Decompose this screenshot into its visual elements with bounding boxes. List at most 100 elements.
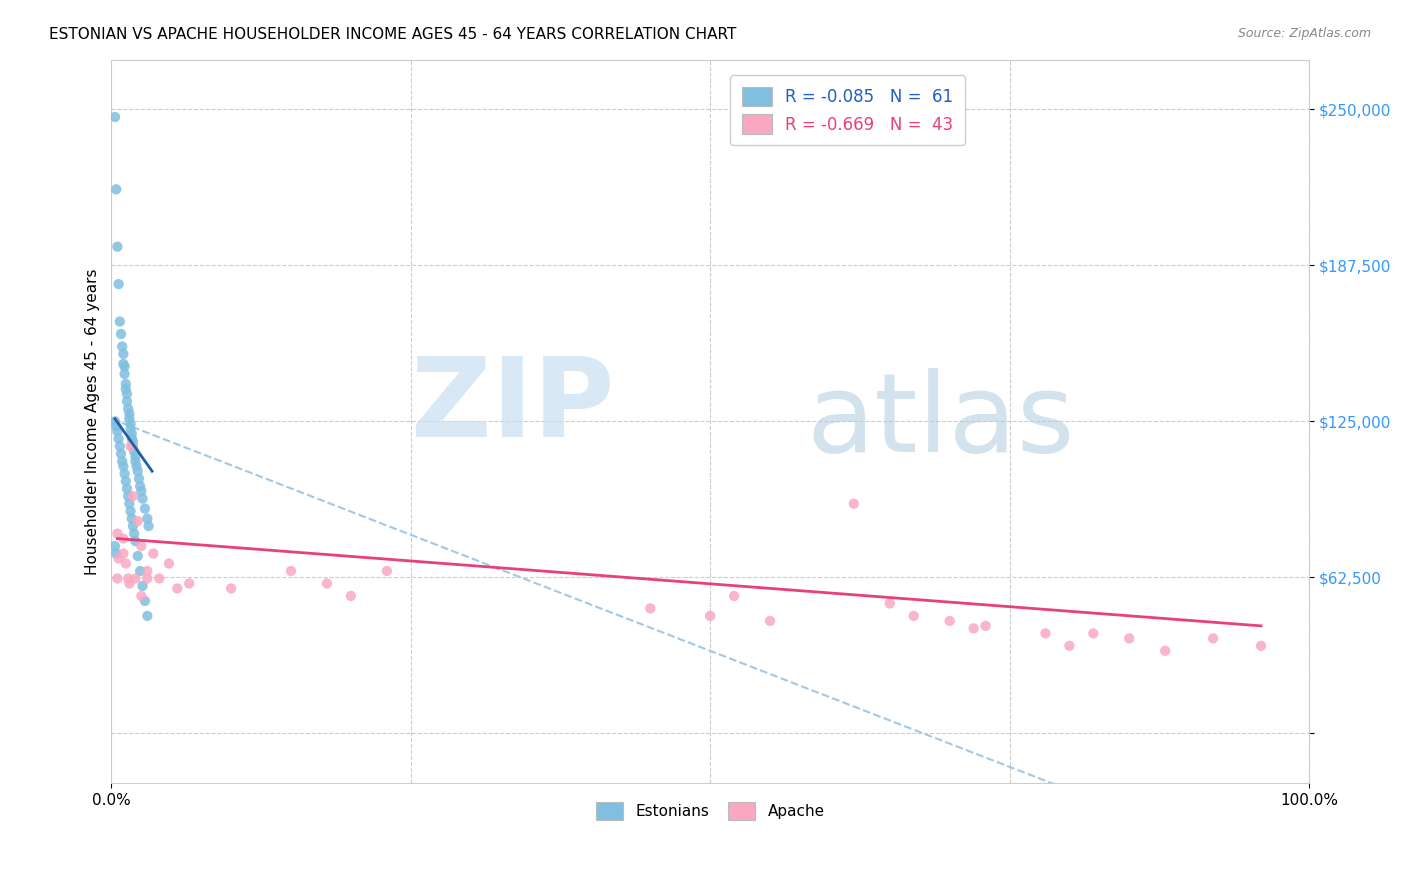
- Point: [115, 387, 138, 401]
- Point: [131, 491, 153, 506]
- Point: [107, 277, 129, 292]
- Point: [122, 489, 145, 503]
- Point: [179, 576, 201, 591]
- Y-axis label: Householder Income Ages 45 - 64 years: Householder Income Ages 45 - 64 years: [86, 268, 100, 574]
- Text: Source: ZipAtlas.com: Source: ZipAtlas.com: [1237, 27, 1371, 40]
- Point: [136, 511, 159, 525]
- Point: [105, 526, 128, 541]
- Point: [842, 497, 865, 511]
- Point: [131, 539, 153, 553]
- Point: [111, 339, 134, 353]
- Point: [114, 359, 136, 374]
- Point: [118, 576, 141, 591]
- Point: [107, 432, 129, 446]
- Point: [121, 426, 143, 441]
- Point: [699, 608, 721, 623]
- Point: [280, 564, 302, 578]
- Point: [115, 394, 138, 409]
- Point: [1035, 626, 1057, 640]
- Point: [112, 532, 135, 546]
- Point: [127, 514, 149, 528]
- Point: [903, 608, 925, 623]
- Point: [759, 614, 782, 628]
- Point: [157, 557, 180, 571]
- Point: [1118, 632, 1140, 646]
- Point: [114, 474, 136, 488]
- Legend: Estonians, Apache: Estonians, Apache: [589, 797, 831, 826]
- Point: [122, 444, 145, 458]
- Point: [136, 572, 159, 586]
- Point: [117, 401, 139, 416]
- Point: [128, 472, 150, 486]
- Point: [112, 459, 135, 474]
- Point: [879, 596, 901, 610]
- Point: [114, 557, 136, 571]
- Point: [114, 376, 136, 391]
- Point: [375, 564, 398, 578]
- Point: [1202, 632, 1225, 646]
- Point: [125, 459, 148, 474]
- Point: [108, 439, 131, 453]
- Point: [127, 549, 149, 563]
- Point: [107, 551, 129, 566]
- Point: [105, 182, 128, 196]
- Point: [117, 489, 139, 503]
- Point: [129, 479, 152, 493]
- Point: [118, 407, 141, 421]
- Point: [122, 439, 145, 453]
- Point: [129, 564, 152, 578]
- Point: [124, 534, 146, 549]
- Point: [112, 547, 135, 561]
- Point: [104, 110, 127, 124]
- Point: [723, 589, 745, 603]
- Point: [114, 382, 136, 396]
- Point: [136, 564, 159, 578]
- Point: [138, 519, 160, 533]
- Point: [105, 240, 128, 254]
- Point: [134, 501, 156, 516]
- Point: [121, 432, 143, 446]
- Point: [962, 621, 984, 635]
- Point: [131, 484, 153, 499]
- Text: ESTONIAN VS APACHE HOUSEHOLDER INCOME AGES 45 - 64 YEARS CORRELATION CHART: ESTONIAN VS APACHE HOUSEHOLDER INCOME AG…: [49, 27, 737, 42]
- Point: [974, 619, 997, 633]
- Point: [110, 326, 132, 341]
- Point: [148, 572, 170, 586]
- Point: [110, 447, 132, 461]
- Point: [112, 357, 135, 371]
- Point: [131, 579, 153, 593]
- Point: [640, 601, 662, 615]
- Point: [120, 417, 142, 431]
- Point: [1083, 626, 1105, 640]
- Point: [124, 454, 146, 468]
- Point: [166, 582, 188, 596]
- Point: [120, 504, 142, 518]
- Point: [938, 614, 960, 628]
- Point: [122, 519, 145, 533]
- Point: [117, 572, 139, 586]
- Point: [120, 439, 142, 453]
- Point: [120, 422, 142, 436]
- Point: [136, 608, 159, 623]
- Point: [108, 314, 131, 328]
- Point: [105, 547, 128, 561]
- Point: [131, 589, 153, 603]
- Point: [134, 594, 156, 608]
- Point: [115, 482, 138, 496]
- Point: [1059, 639, 1081, 653]
- Text: ZIP: ZIP: [411, 353, 614, 460]
- Point: [122, 434, 145, 449]
- Point: [121, 511, 143, 525]
- Point: [142, 547, 165, 561]
- Point: [114, 367, 136, 381]
- Point: [340, 589, 363, 603]
- Point: [1250, 639, 1272, 653]
- Point: [114, 467, 136, 481]
- Point: [105, 419, 128, 434]
- Point: [111, 454, 134, 468]
- Point: [118, 497, 141, 511]
- Point: [1154, 644, 1177, 658]
- Point: [219, 582, 242, 596]
- Point: [104, 414, 127, 428]
- Point: [105, 425, 128, 439]
